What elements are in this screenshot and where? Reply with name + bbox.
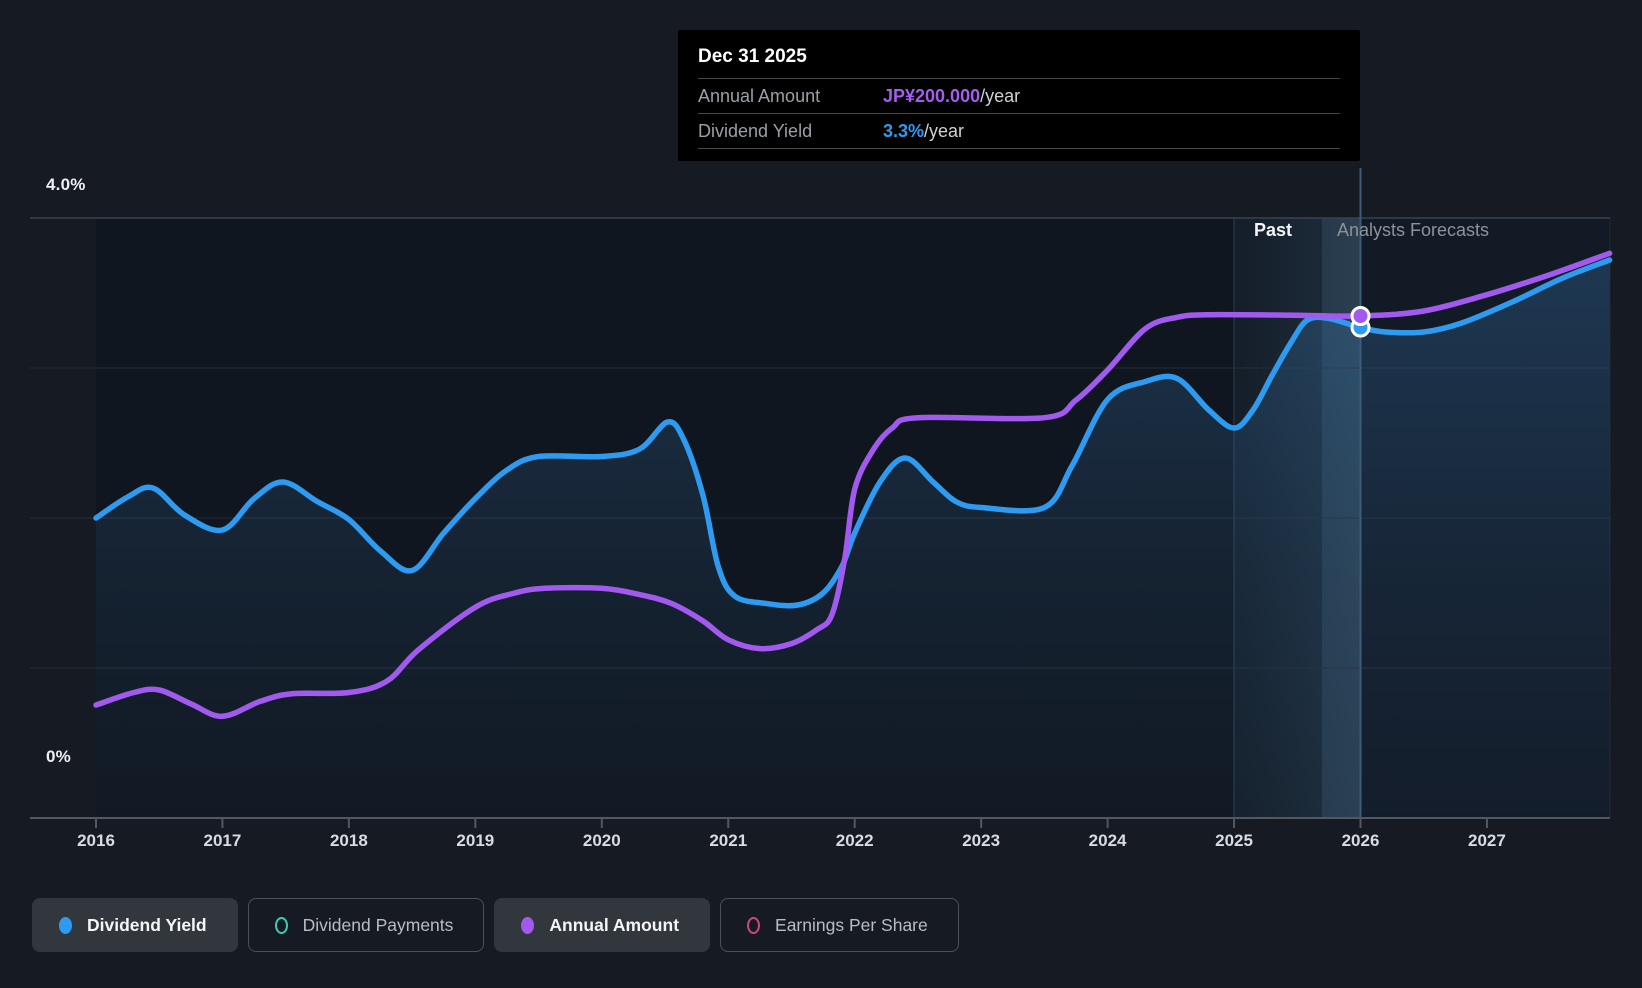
annual-amount-line[interactable] [93, 250, 1613, 720]
legend-button-earnings-per-share[interactable]: Earnings Per Share [720, 898, 959, 952]
tooltip-value-annual-amount: JP¥200.000 [883, 86, 981, 106]
x-axis-label-2019: 2019 [456, 831, 495, 850]
tooltip-row-dividend-yield: Dividend Yield 3.3%/year [698, 113, 1340, 149]
dividend-payments-swatch-icon [274, 916, 288, 934]
x-axis-label-2017: 2017 [203, 831, 242, 850]
x-axis-label-2022: 2022 [835, 831, 874, 850]
dividend-yield-swatch-icon [59, 916, 72, 934]
y-axis-label-0-percent: 0% [46, 747, 71, 766]
forecast-zone-label: Analysts Forecasts [1337, 220, 1490, 240]
tooltip-row-annual-amount: Annual Amount JP¥200.000/year [698, 78, 1340, 113]
legend-label-dividend-payments: Dividend Payments [302, 914, 454, 935]
x-axis-label-2024: 2024 [1088, 831, 1127, 850]
y-axis-label-4-percent: 4.0% [46, 175, 86, 194]
legend-button-dividend-payments[interactable]: Dividend Payments [247, 898, 485, 952]
legend-label-dividend-yield: Dividend Yield [87, 914, 207, 935]
x-axis-label-2027: 2027 [1468, 831, 1506, 850]
chart-tooltip: Dec 31 2025 Annual Amount JP¥200.000/yea… [678, 30, 1360, 161]
x-axis-label-2016: 2016 [77, 831, 115, 850]
tooltip-suffix-dividend-yield: /year [924, 121, 965, 141]
x-axis [30, 817, 1610, 828]
tooltip-date: Dec 31 2025 [698, 46, 807, 67]
legend-button-dividend-yield[interactable]: Dividend Yield [32, 898, 238, 952]
x-axis-label-2026: 2026 [1341, 831, 1380, 850]
x-axis-label-2025: 2025 [1215, 831, 1253, 850]
x-axis-label-2021: 2021 [709, 831, 748, 850]
tooltip-value-dividend-yield: 3.3% [883, 121, 925, 141]
chart-legend: Dividend Yield Dividend Payments Annual … [32, 898, 959, 952]
annual-amount-swatch-icon [521, 916, 535, 934]
x-axis-label-2020: 2020 [582, 831, 621, 850]
x-axis-label-2023: 2023 [962, 831, 1001, 850]
x-axis-label-2018: 2018 [329, 831, 368, 850]
legend-label-annual-amount: Annual Amount [549, 914, 680, 935]
legend-button-annual-amount[interactable]: Annual Amount [494, 898, 711, 952]
tooltip-label-dividend-yield: Dividend Yield [698, 121, 813, 141]
tooltip-suffix-annual-amount: /year [980, 86, 1021, 106]
annual-amount-marker-dot[interactable] [1350, 306, 1371, 326]
tooltip-label-annual-amount: Annual Amount [698, 86, 821, 106]
earnings-per-share-swatch-icon [747, 916, 761, 934]
past-zone-label: Past [1254, 220, 1293, 240]
legend-label-earnings-per-share: Earnings Per Share [775, 914, 928, 935]
